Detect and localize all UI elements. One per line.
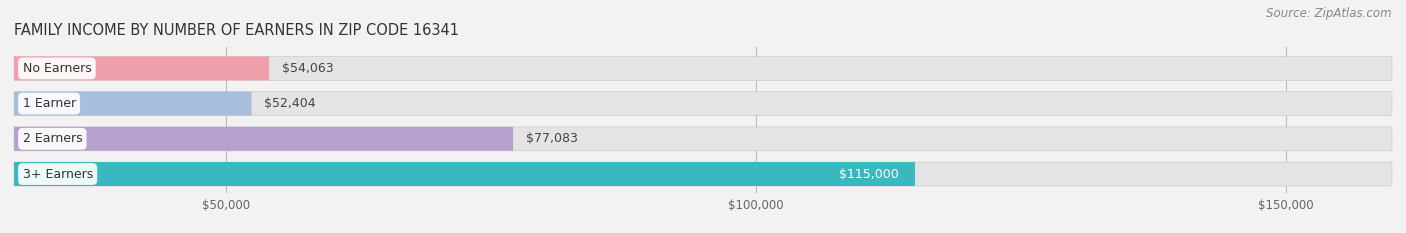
FancyBboxPatch shape [14,127,1392,151]
FancyBboxPatch shape [14,127,513,151]
Text: $52,404: $52,404 [264,97,316,110]
Text: 3+ Earners: 3+ Earners [22,168,93,181]
Text: 1 Earner: 1 Earner [22,97,76,110]
Text: $77,083: $77,083 [526,132,578,145]
Text: No Earners: No Earners [22,62,91,75]
FancyBboxPatch shape [14,92,1392,116]
FancyBboxPatch shape [14,56,269,80]
FancyBboxPatch shape [14,56,1392,80]
Text: 2 Earners: 2 Earners [22,132,82,145]
Text: Source: ZipAtlas.com: Source: ZipAtlas.com [1267,7,1392,20]
FancyBboxPatch shape [14,162,1392,186]
FancyBboxPatch shape [14,162,915,186]
Text: $115,000: $115,000 [839,168,898,181]
Text: $54,063: $54,063 [281,62,333,75]
FancyBboxPatch shape [14,92,252,116]
Text: FAMILY INCOME BY NUMBER OF EARNERS IN ZIP CODE 16341: FAMILY INCOME BY NUMBER OF EARNERS IN ZI… [14,24,460,38]
